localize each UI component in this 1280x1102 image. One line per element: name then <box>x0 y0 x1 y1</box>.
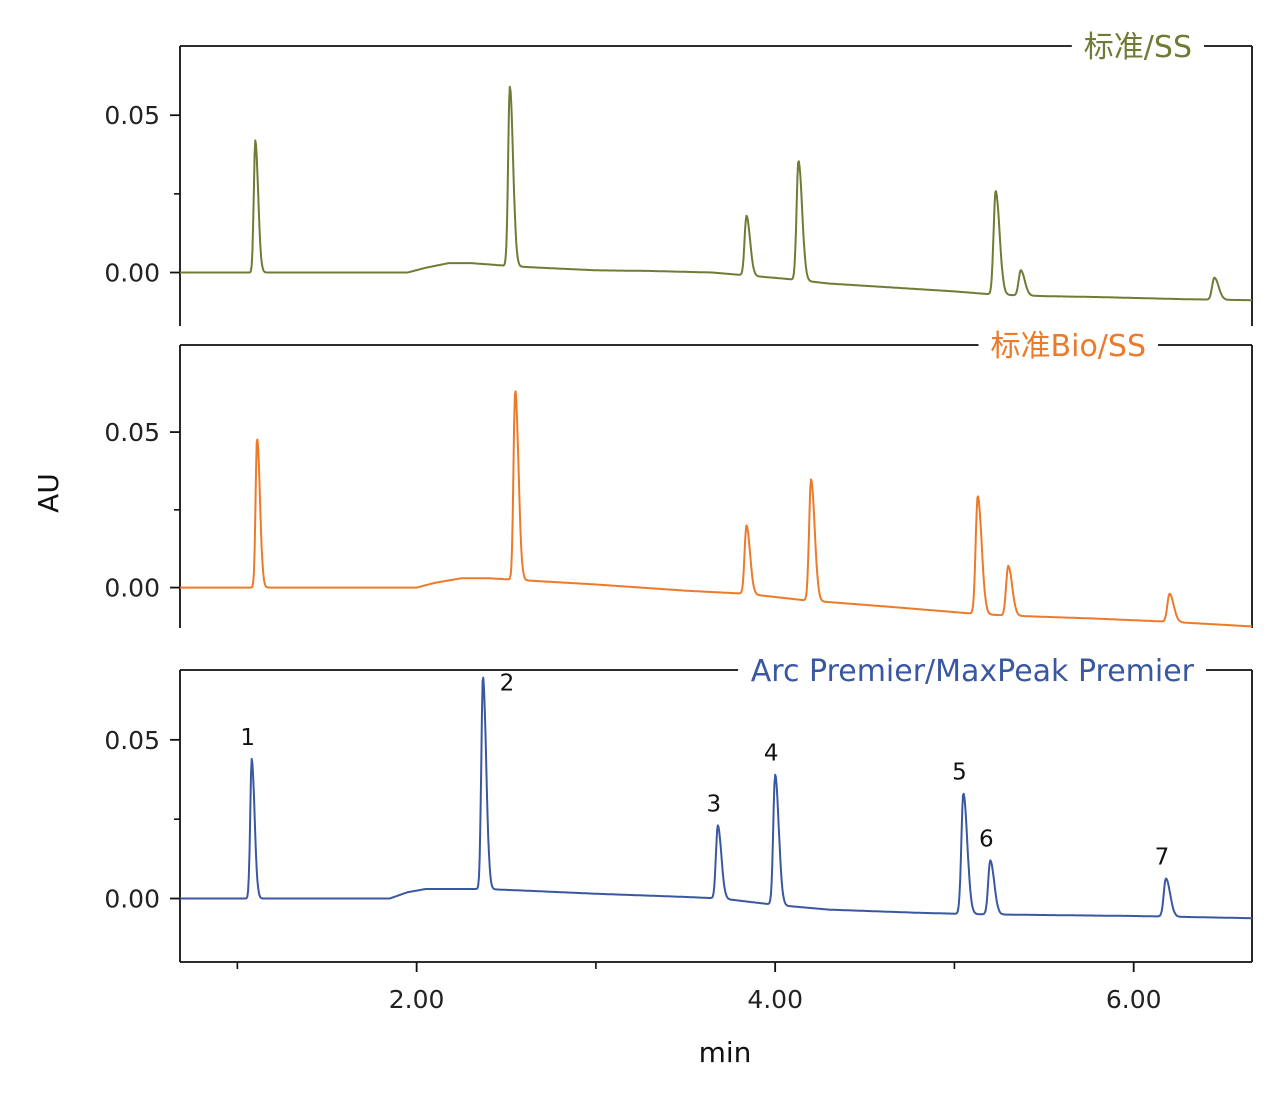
peak-point <box>1008 565 1009 566</box>
panel-2: 标准Bio/SS 0.00 0.05 <box>104 329 1253 628</box>
panel-1: 标准/SS 0.00 0.05 <box>104 30 1253 326</box>
peak-point <box>717 825 718 826</box>
y-tick-label: 0.05 <box>104 418 160 447</box>
x-tick-label: 6.00 <box>1106 985 1162 1014</box>
peak-label: 6 <box>979 826 994 852</box>
y-tick-label: 0.05 <box>104 726 160 755</box>
panel-title: Arc Premier/MaxPeak Premier <box>751 654 1195 689</box>
y-tick-label: 0.00 <box>104 259 160 288</box>
peak-point <box>509 86 510 87</box>
series-line <box>179 676 1253 920</box>
peak-point <box>255 140 256 141</box>
peak-point <box>798 160 799 161</box>
peak-point <box>257 438 258 439</box>
x-tick-label: 2.00 <box>389 985 445 1014</box>
y-tick-label: 0.05 <box>104 101 160 130</box>
peak-label: 1 <box>240 725 255 751</box>
x-tick-label: 4.00 <box>747 985 803 1014</box>
peak-point <box>811 479 812 480</box>
peak-label: 7 <box>1155 844 1170 870</box>
peak-point <box>482 676 483 677</box>
peak-point <box>251 758 252 759</box>
peak-point <box>1020 270 1021 271</box>
x-axis-title: min <box>699 1036 752 1069</box>
peak-point <box>990 860 991 861</box>
peak-point <box>995 190 996 191</box>
series-line <box>179 390 1253 628</box>
peak-label: 4 <box>764 741 779 767</box>
peak-point <box>963 793 964 794</box>
y-tick-label: 0.00 <box>104 574 160 603</box>
peak-label: 3 <box>706 791 721 817</box>
shared-axes-layer: AU min 2.00 4.00 6.00 <box>32 473 1162 1069</box>
peak-point <box>775 774 776 775</box>
peak-point <box>746 525 747 526</box>
peak-point <box>1165 878 1166 879</box>
panel-title: 标准Bio/SS <box>991 329 1146 364</box>
peak-label: 2 <box>500 670 515 696</box>
series-line <box>179 85 1253 302</box>
peak-label: 5 <box>952 759 967 785</box>
panel-title: 标准/SS <box>1084 30 1192 65</box>
peak-point <box>1169 593 1170 594</box>
y-axis-title: AU <box>32 473 65 513</box>
peak-point <box>746 215 747 216</box>
peak-point <box>977 495 978 496</box>
peak-point <box>1214 277 1215 278</box>
y-tick-label: 0.00 <box>104 885 160 914</box>
panel-3: Arc Premier/MaxPeak Premier 0.00 0.05 1 2 3 4 5… <box>104 654 1253 963</box>
peak-point <box>515 390 516 391</box>
